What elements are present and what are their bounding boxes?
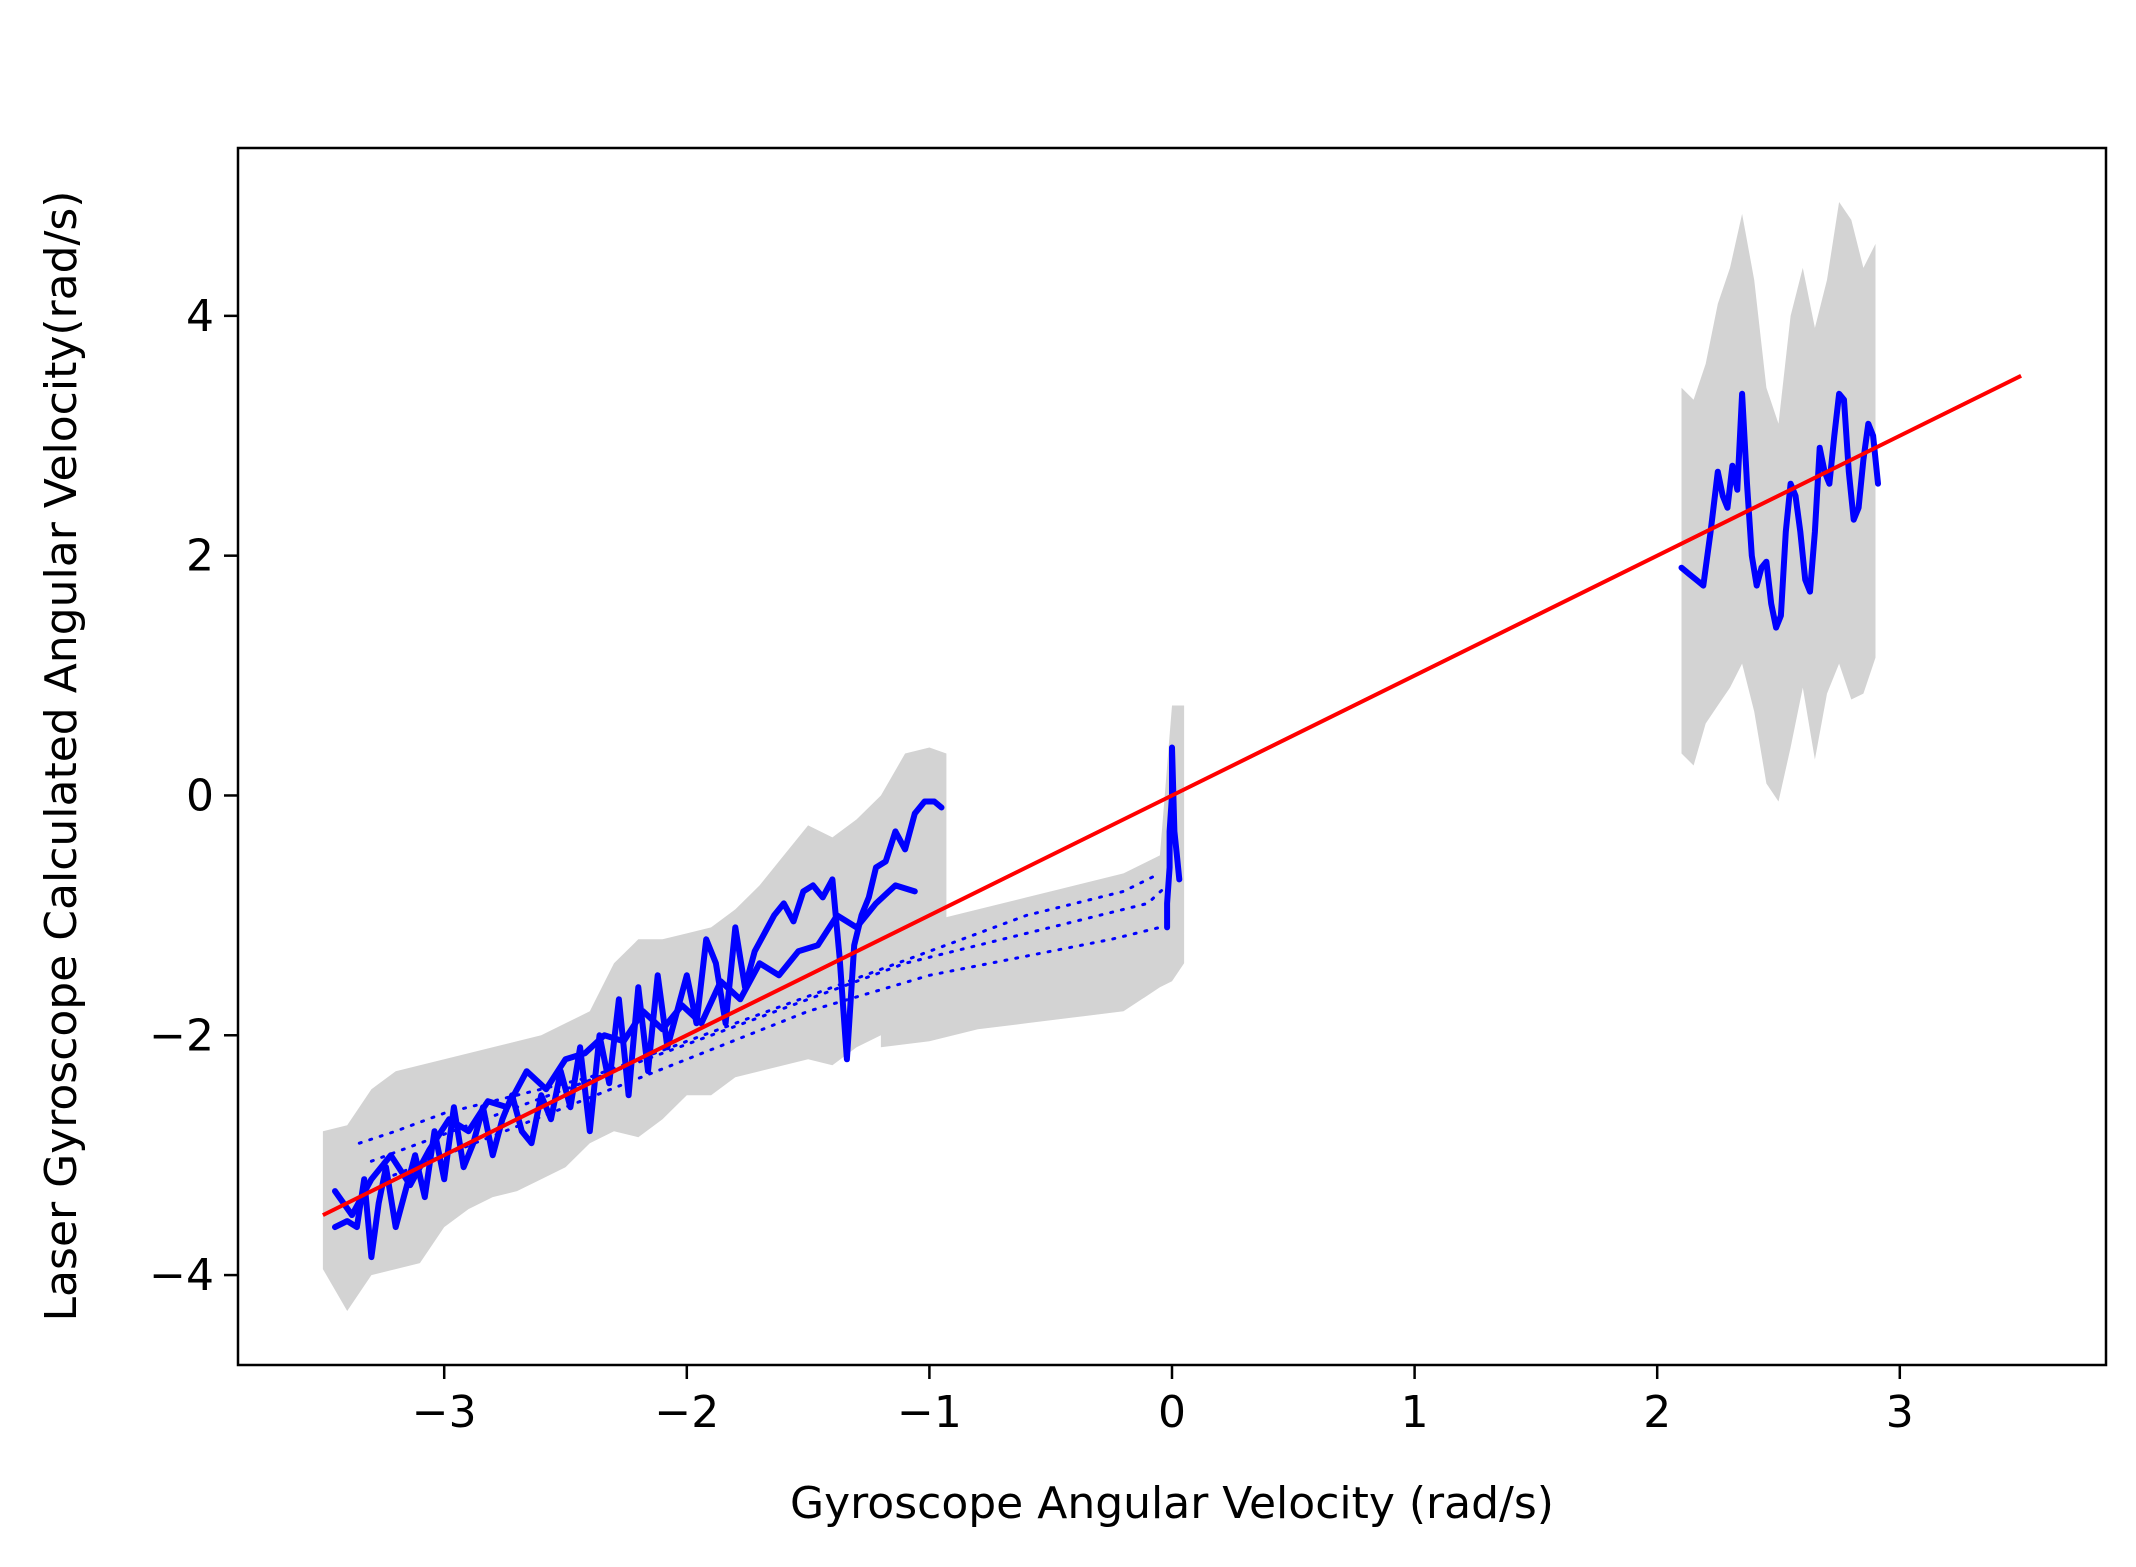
- reference-line-0: [322, 374, 2022, 1217]
- measured-trace-6: [1678, 390, 1881, 631]
- measured-trace-1: [332, 882, 918, 1219]
- y-tick-label: 4: [186, 291, 214, 342]
- band-segment-2: [1681, 202, 1876, 802]
- x-tick-label: −1: [897, 1387, 962, 1438]
- y-axis-label: Laser Gyroscope Calculated Angular Veloc…: [36, 191, 87, 1322]
- x-tick-label: −3: [412, 1387, 477, 1438]
- y-tick-label: 0: [186, 770, 214, 821]
- band-segment-1: [880, 705, 1185, 1048]
- x-tick-label: 1: [1401, 1387, 1429, 1438]
- x-tick-label: 2: [1643, 1387, 1671, 1438]
- y-tick-label: −2: [149, 1010, 214, 1061]
- x-tick-label: 0: [1158, 1387, 1186, 1438]
- plot-area: [322, 202, 2022, 1311]
- x-tick-label: 3: [1886, 1387, 1914, 1438]
- y-tick-label: 2: [186, 531, 214, 582]
- x-axis: −3 −2 −1 0 1 2 3: [412, 1365, 1914, 1438]
- x-tick-label: −2: [654, 1387, 719, 1438]
- measured-trace-3: [369, 883, 1169, 1163]
- y-axis: −4 −2 0 2 4: [149, 291, 238, 1301]
- measured-trace-2: [357, 871, 1162, 1145]
- y-tick-label: −4: [149, 1250, 214, 1301]
- measured-trace-4: [382, 925, 1162, 1181]
- x-axis-label: Gyroscope Angular Velocity (rad/s): [790, 1478, 1554, 1529]
